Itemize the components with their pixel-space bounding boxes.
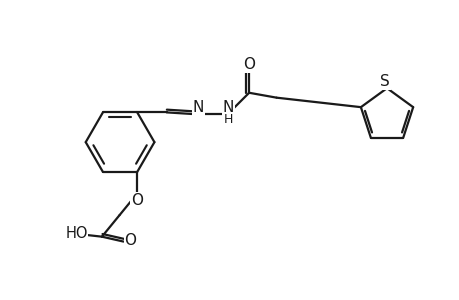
Text: O: O [124, 233, 136, 248]
Text: N: N [222, 100, 234, 115]
Text: HO: HO [65, 226, 88, 241]
Text: N: N [192, 100, 203, 115]
Text: O: O [243, 57, 255, 72]
Text: S: S [380, 74, 389, 89]
Text: H: H [224, 113, 233, 126]
Text: O: O [131, 193, 143, 208]
